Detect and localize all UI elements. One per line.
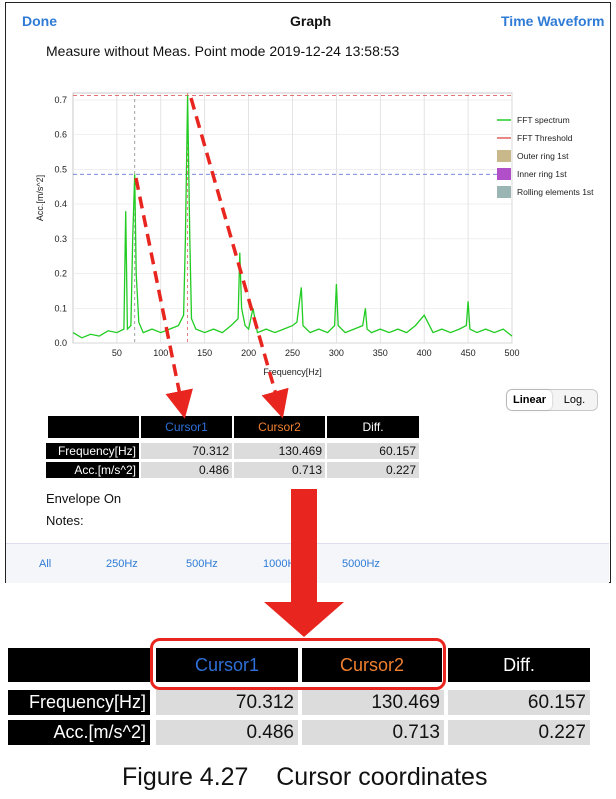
frequency-cursor1-value: 70.312 [141,443,232,459]
app-window: Done Graph Time Waveform Measure without… [5,2,611,583]
frequency-cursor2-value: 130.469 [234,443,325,459]
legend-label: Outer ring 1st [517,151,569,161]
cursor2-header: Cursor2 [234,416,325,438]
log-option[interactable]: Log. [563,394,586,406]
legend-label: Rolling elements 1st [517,187,594,197]
range-1000hz-button[interactable]: 1000Hz [263,558,301,570]
frequency-range-bar: All 250Hz 500Hz 1000Hz 5000Hz [6,543,609,583]
figure-caption: Figure 4.27 Cursor coordinates [122,763,488,791]
x-tick-label: 500 [504,348,519,358]
y-tick-label: 0.4 [54,199,67,209]
y-axis-label: Acc.[m/s^2] [35,175,45,221]
zoom-frequency-cursor2: 130.469 [302,690,444,715]
acc-cursor2-value: 0.713 [234,462,325,478]
time-waveform-button[interactable]: Time Waveform [501,13,605,29]
zoom-diff-header: Diff. [448,648,590,682]
x-tick-label: 50 [112,348,122,358]
x-tick-label: 200 [241,348,256,358]
frequency-diff-value: 60.157 [327,443,419,459]
zoom-acc-diff: 0.227 [448,720,590,745]
legend-swatch [497,168,511,180]
zoom-frequency-cursor1: 70.312 [156,690,298,715]
y-tick-label: 0.2 [54,269,67,279]
x-tick-label: 100 [153,348,168,358]
legend-label: FFT Threshold [517,133,573,143]
range-5000hz-button[interactable]: 5000Hz [342,558,380,570]
x-tick-label: 150 [197,348,212,358]
x-tick-label: 350 [373,348,388,358]
y-tick-label: 0.3 [54,234,67,244]
x-axis-label: Frequency[Hz] [263,367,322,377]
zoom-highlight-box [150,638,446,690]
range-all-button[interactable]: All [39,558,52,570]
y-tick-label: 0.7 [54,95,67,105]
acc-cursor1-value: 0.486 [141,462,232,478]
zoom-frequency-diff: 60.157 [448,690,590,715]
zoom-acc-cursor1: 0.486 [156,720,298,745]
diff-header: Diff. [327,416,419,438]
acc-diff-value: 0.227 [327,462,419,478]
linear-option[interactable]: Linear [507,390,552,410]
notes-label: Notes: [46,513,84,528]
range-500hz-button[interactable]: 500Hz [186,558,218,570]
legend-label: FFT spectrum [517,115,570,125]
table-corner [48,416,139,438]
cursor1-header: Cursor1 [141,416,232,438]
y-tick-label: 0.6 [54,130,67,140]
page-title: Graph [290,13,332,29]
legend-swatch [497,186,511,198]
frequency-row-label: Frequency[Hz] [46,443,139,459]
x-tick-label: 300 [329,348,344,358]
zoom-cursor1-header: Cursor1 [156,648,298,682]
zoom-cursor2-header: Cursor2 [302,648,442,682]
measurement-info: Measure without Meas. Point mode 2019-12… [46,43,400,59]
zoom-acc-cursor2: 0.713 [302,720,444,745]
x-tick-label: 450 [461,348,476,358]
scale-toggle: Linear Log. [506,389,598,411]
y-tick-label: 0.5 [54,164,67,174]
zoom-table-corner [8,648,150,682]
range-250hz-button[interactable]: 250Hz [106,558,138,570]
x-tick-label: 250 [285,348,300,358]
legend-label: Inner ring 1st [517,169,567,179]
envelope-status: Envelope On [46,491,122,506]
acc-row-label: Acc.[m/s^2] [46,462,139,478]
done-button[interactable]: Done [22,13,57,29]
legend-swatch [497,150,511,162]
zoom-acc-label: Acc.[m/s^2] [8,720,150,745]
fft-chart: 0.0 0.1 0.2 0.3 0.4 0.5 0.6 0.7 50 100 150 200 250 3… [35,92,594,377]
y-tick-label: 0.1 [54,303,67,313]
zoom-frequency-label: Frequency[Hz] [8,690,150,715]
x-tick-label: 400 [417,348,432,358]
y-tick-label: 0.0 [54,338,67,348]
